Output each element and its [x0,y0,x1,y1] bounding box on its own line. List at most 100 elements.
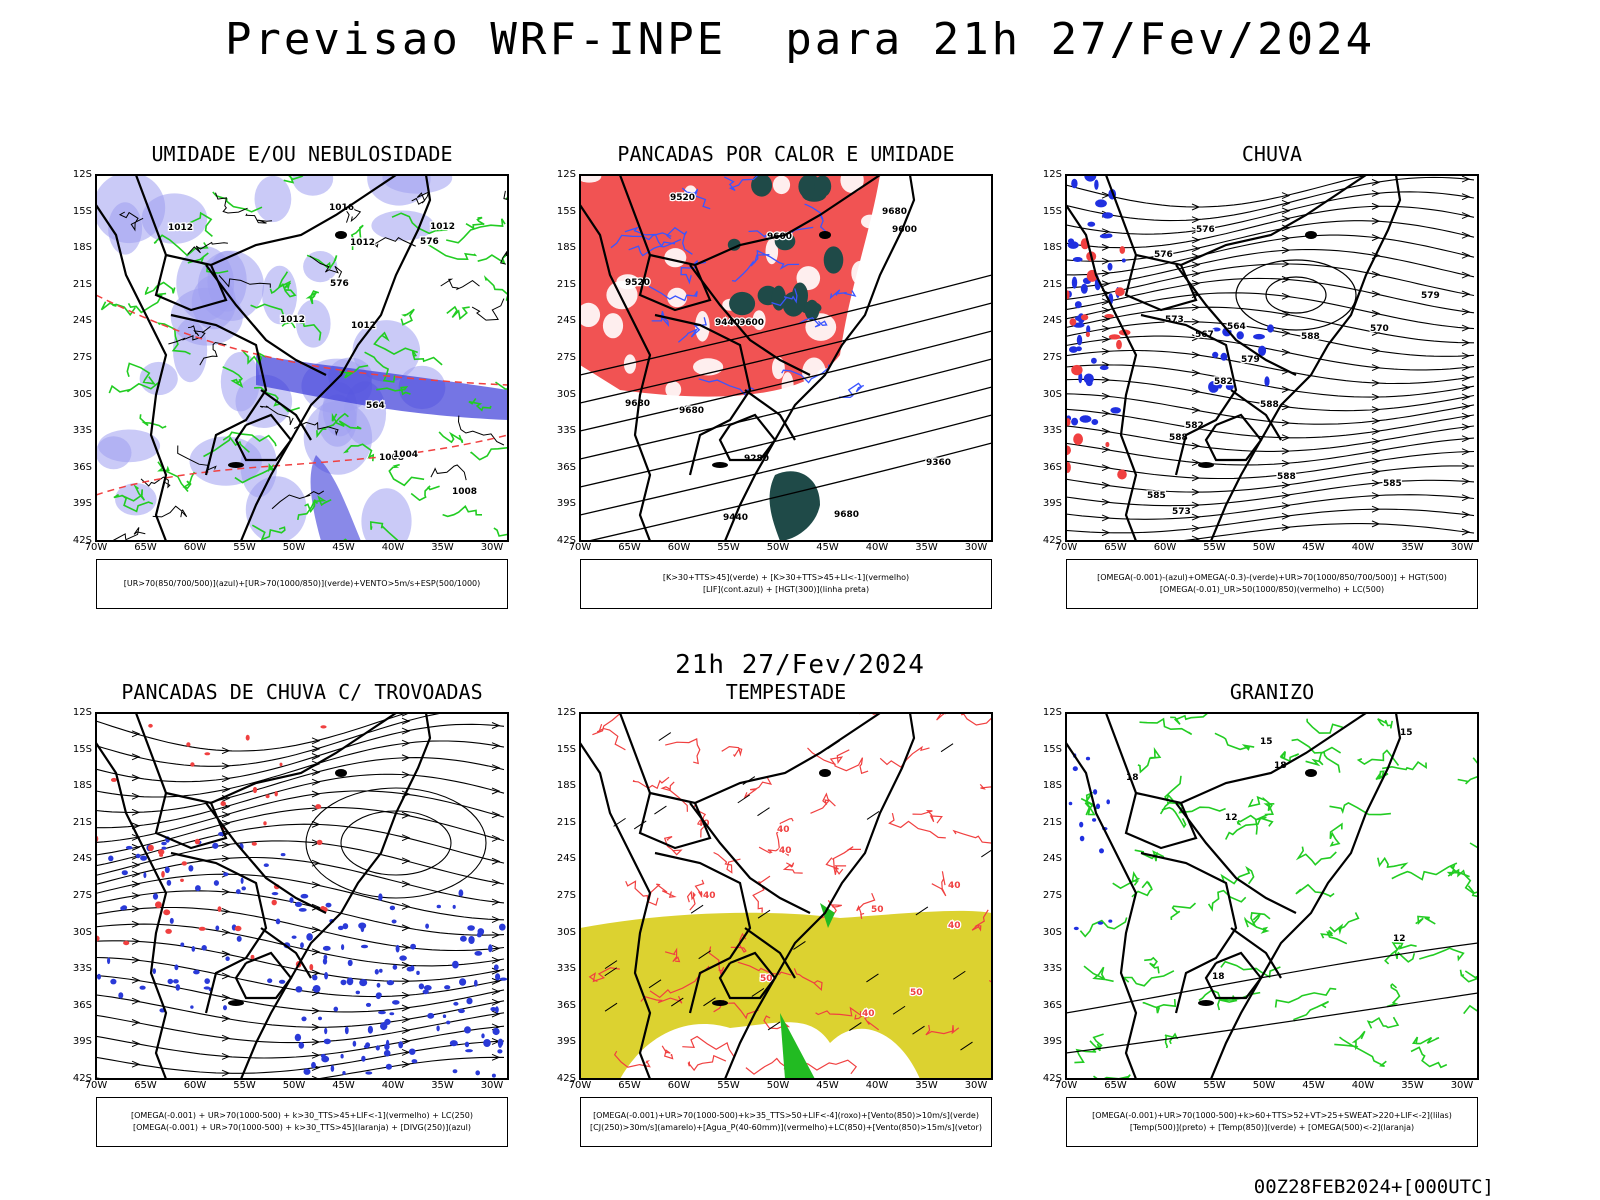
legend-line: [OMEGA(-0.001)+UR>70(1000-500)+k>60+TTS>… [1092,1111,1452,1120]
contour-label: 40 [777,825,790,835]
longitude-tick-label: 65W [618,1080,641,1091]
map-panel: CHUVA 588 588 588 588 585 582 579 576 573 570 567 56… [1026,139,1518,625]
contour-label: 1012 [280,315,305,325]
longitude-tick-label: 55W [1203,542,1226,553]
longitude-tick-label: 50W [282,1080,306,1091]
panel-legend: [OMEGA(-0.001) + UR>70(1000-500) + k>30_… [96,1097,508,1147]
legend-line: [K>30+TTS>45](verde) + [K>30+TTS>45+LI<-… [662,573,910,582]
latitude-tick-label: 27S [556,890,576,901]
longitude-tick-label: 30W [1450,542,1474,553]
forecast-run-footer: 00Z28FEB2024+[000UTC] [1253,1176,1494,1198]
longitude-tick-label: 50W [766,542,790,553]
longitude-tick-label: 35W [915,542,938,553]
contour-label: 1004 [393,450,418,460]
latitude-tick-label: 15S [1042,205,1062,217]
contour-label: 9440 [715,318,740,328]
contour-label: 18 [1212,972,1225,982]
longitude-tick-label: 45W [816,542,839,553]
contour-label: 1012 [430,222,455,232]
longitude-tick-label: 30W [964,1080,988,1091]
latitude-tick-label: 42S [556,1073,576,1084]
longitude-tick-label: 45W [332,1080,355,1091]
contour-label: 579 [1241,355,1260,365]
latitude-tick-label: 18S [1042,242,1062,254]
latitude-tick-label: 42S [556,535,576,546]
longitude-tick-label: 65W [134,542,157,553]
panel-title: PANCADAS DE CHUVA C/ TROVOADAS [121,680,483,704]
contour-label: 576 [330,279,349,289]
longitude-tick-label: 40W [865,542,889,553]
section-subtitle: 21h 27/Fev/2024 [675,650,925,680]
latitude-tick-label: 36S [1042,461,1062,473]
map-panel: PANCADAS DE CHUVA C/ TROVOADAS 12S 15S 18S 2… [56,677,548,1163]
latitude-tick-label: 30S [556,388,576,400]
latitude-tick-label: 42S [72,535,92,546]
contour-label: 576 [1154,250,1173,260]
map-panel: UMIDADE E/OU NEBULOSIDADE 1012 1012 1012 100… [56,139,548,625]
longitude-tick-label: 55W [1203,1080,1226,1091]
contour-label: 579 [1421,291,1440,301]
latitude-tick-label: 33S [556,963,576,975]
contour-label: 576 [1196,225,1215,235]
panel-legend: [UR>70(850/700/500)](azul)+[UR>70(1000/8… [96,559,508,609]
longitude-tick-label: 50W [1252,1080,1276,1091]
latitude-tick-label: 15S [556,743,576,755]
latitude-tick-label: 36S [72,999,92,1011]
latitude-tick-label: 21S [556,278,576,290]
legend-line: [UR>70(850/700/500)](azul)+[UR>70(1000/8… [123,579,481,588]
latitude-tick-label: 18S [556,780,576,792]
longitude-tick-label: 35W [431,542,454,553]
contour-label: 1016 [329,203,354,213]
latitude-tick-label: 15S [72,205,92,217]
latitude-tick-label: 33S [556,425,576,437]
longitude-tick-label: 60W [183,1080,207,1091]
latitude-tick-label: 12S [72,169,92,180]
legend-line: [Temp(500)](preto) + [Temp(850)](verde) … [1129,1123,1415,1132]
contour-label: 12 [1393,934,1406,944]
contour-label: 582 [1214,377,1233,387]
longitude-tick-label: 70W [568,542,592,553]
longitude-tick-label: 40W [1351,542,1375,553]
longitude-tick-label: 55W [233,1080,256,1091]
contour-label: 582 [1185,421,1204,431]
contour-label: 9360 [926,458,951,468]
longitude-tick-label: 70W [1054,542,1078,553]
latitude-tick-label: 12S [1042,169,1062,180]
latitude-tick-label: 33S [72,963,92,975]
contour-label: 9680 [882,207,907,217]
latitude-tick-label: 39S [556,1036,576,1048]
latitude-tick-label: 36S [72,461,92,473]
longitude-tick-label: 35W [1401,542,1424,553]
longitude-tick-label: 45W [816,1080,839,1091]
legend-line: [OMEGA(-0.001) + UR>70(1000-500) + k>30_… [130,1111,474,1120]
latitude-tick-label: 39S [556,498,576,510]
latitude-tick-label: 36S [556,461,576,473]
longitude-tick-label: 70W [84,542,108,553]
main-title: Previsao WRF-INPE para 21h 27/Fev/2024 [224,14,1376,65]
longitude-tick-label: 40W [1351,1080,1375,1091]
latitude-tick-label: 27S [72,352,92,363]
longitude-tick-label: 65W [1104,1080,1127,1091]
weather-map: 9680 9680 9680 9600 9600 9520 9440 9360 9280 9680… [580,175,992,541]
latitude-tick-label: 24S [556,853,576,865]
latitude-tick-label: 30S [1042,926,1062,938]
contour-label: 9680 [625,399,650,409]
contour-label: 1008 [452,487,477,497]
latitude-tick-label: 36S [1042,999,1062,1011]
longitude-tick-label: 60W [1153,1080,1177,1091]
contour-label: 576 [420,237,439,247]
longitude-tick-label: 30W [964,542,988,553]
contour-label: 40 [948,921,961,931]
longitude-tick-label: 60W [667,1080,691,1091]
map-panel: PANCADAS POR CALOR E UMIDADE 9680 9680 9680… [540,139,1032,625]
panel-title: GRANIZO [1229,680,1315,704]
contour-label: 1012 [168,223,193,233]
longitude-tick-label: 50W [766,1080,790,1091]
longitude-tick-label: 50W [1252,542,1276,553]
latitude-tick-label: 30S [556,926,576,938]
contour-label: 9600 [739,318,764,328]
latitude-tick-label: 21S [556,816,576,828]
weather-map [96,713,508,1079]
panel-title: CHUVA [1241,142,1303,166]
panel-legend: [K>30+TTS>45](verde) + [K>30+TTS>45+LI<-… [580,559,992,609]
